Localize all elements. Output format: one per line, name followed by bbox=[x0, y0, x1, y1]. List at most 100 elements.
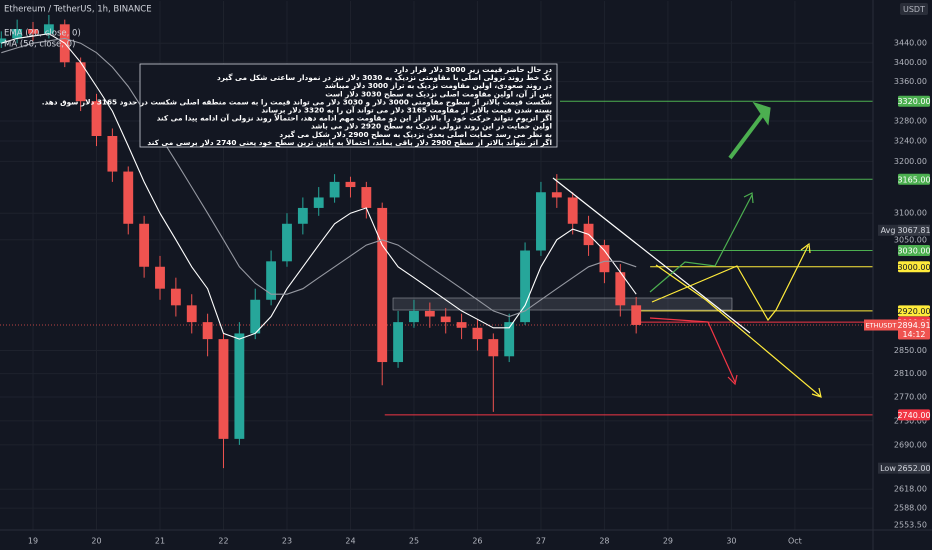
annotation-line: یک خط روند نزولی اصلی با مقاومتی نزدیک ب… bbox=[217, 73, 552, 82]
y-tick-label: 2850.00 bbox=[894, 346, 927, 355]
marker-label: 3067.81 bbox=[897, 226, 930, 235]
y-tick-label: 3240.00 bbox=[894, 137, 927, 146]
y-tick-label: 2730.00 bbox=[894, 416, 927, 425]
y-tick-label: 2553.50 bbox=[894, 521, 927, 530]
annotation-line: پس از آن، اولین مقاومت اصلی نزدیک به سطح… bbox=[325, 88, 552, 98]
y-tick-label: 3280.00 bbox=[894, 116, 927, 125]
candle-body bbox=[345, 181, 356, 188]
legend-entry: MA (50, close, 0) bbox=[4, 40, 75, 50]
candle-body bbox=[456, 322, 467, 328]
arrow bbox=[728, 112, 765, 160]
level-label: 2740.00 bbox=[897, 411, 930, 420]
candle-body bbox=[488, 339, 499, 357]
arrow bbox=[649, 317, 738, 386]
candle-body bbox=[504, 322, 515, 357]
annotation-line: اگر اتریوم نتواند حرکت خود را بالاتر از … bbox=[157, 113, 552, 123]
annotation-line: اگر اتر نتواند بالاتر از سطح 2900 دلار ب… bbox=[147, 137, 552, 147]
candle-body bbox=[186, 305, 197, 323]
x-tick-label: 27 bbox=[536, 537, 546, 546]
x-tick-label: 24 bbox=[345, 537, 355, 546]
candle-body bbox=[472, 327, 483, 340]
x-tick-label: 19 bbox=[28, 537, 38, 546]
price-tag bbox=[898, 319, 930, 340]
candle-body bbox=[91, 101, 102, 137]
annotation-line: در روند صعودی، اولین مقاومت نزدیک به ترا… bbox=[325, 81, 553, 90]
level-label: 2920.00 bbox=[897, 307, 930, 316]
candle-body bbox=[551, 192, 562, 198]
candle-body bbox=[361, 187, 372, 208]
y-tick-label: 2810.00 bbox=[894, 369, 927, 378]
marker-name: Avg bbox=[881, 226, 896, 235]
level-tag bbox=[898, 95, 930, 107]
level-tag bbox=[898, 173, 930, 185]
level-label: 3000.00 bbox=[897, 263, 930, 272]
annotation-line: به نظر می رسد حمایت اصلی بعدی نزدیک به س… bbox=[279, 130, 552, 139]
candle-body bbox=[615, 272, 626, 306]
candles bbox=[0, 14, 642, 469]
candle-body bbox=[250, 299, 261, 334]
x-tick-label: 25 bbox=[409, 537, 419, 546]
x-tick-label: 30 bbox=[726, 537, 736, 546]
axes: 3440.00 3400.00 3360.00 3280.00 3240.00 3200.… bbox=[28, 39, 931, 546]
level-tag bbox=[898, 409, 930, 421]
candle-body bbox=[424, 310, 435, 317]
currency-box bbox=[900, 3, 928, 15]
countdown: 14:12 bbox=[902, 330, 925, 339]
x-tick-label: 28 bbox=[599, 537, 609, 546]
candle-body bbox=[520, 250, 530, 323]
marker-tag bbox=[878, 462, 898, 474]
candle-body bbox=[155, 266, 165, 289]
symbol-label: ETHUSDT bbox=[866, 322, 897, 330]
indicator-lines bbox=[1, 33, 637, 340]
candle-body bbox=[123, 171, 134, 224]
annotation-line: بسته شدن قیمت بالاتر از مقاومت 3165 دلار… bbox=[261, 105, 552, 115]
annotation-line: اولین حمایت در این روند نزولی نزدیک به س… bbox=[311, 122, 552, 131]
price-axis bbox=[873, 0, 932, 550]
arrow bbox=[651, 242, 811, 322]
candle-body bbox=[631, 305, 642, 325]
arrow bbox=[649, 192, 754, 293]
candle-body bbox=[107, 136, 118, 172]
level-tag bbox=[898, 261, 930, 273]
marker-tag bbox=[878, 224, 898, 236]
level-tag bbox=[898, 305, 930, 317]
candle-body bbox=[409, 310, 419, 323]
y-tick-label: 3400.00 bbox=[894, 58, 927, 67]
x-tick-label: 22 bbox=[218, 537, 228, 546]
price-label: 2894.91 bbox=[897, 321, 930, 330]
currency: USDT bbox=[903, 5, 925, 14]
level-label: 3165.00 bbox=[897, 175, 930, 184]
candle-body bbox=[75, 62, 86, 102]
candle-body bbox=[313, 197, 324, 208]
candle-body bbox=[329, 181, 340, 198]
level-label: 3320.00 bbox=[897, 97, 930, 106]
candle-body bbox=[218, 339, 229, 439]
candle-body bbox=[536, 192, 546, 251]
candle-body bbox=[567, 197, 578, 224]
indicator-line bbox=[1, 37, 637, 318]
y-tick-label: 3440.00 bbox=[894, 39, 927, 48]
marker-box bbox=[898, 462, 930, 474]
annotation-frame bbox=[139, 63, 558, 148]
candle-body bbox=[266, 261, 277, 300]
annotation-text: در حال حاضر قیمت زیر 3000 دلار قرار دارد… bbox=[42, 65, 553, 147]
x-tick-label: 26 bbox=[472, 537, 482, 546]
candle-body bbox=[599, 245, 610, 273]
annotation-line: در حال حاضر قیمت زیر 3000 دلار قرار دارد bbox=[394, 65, 552, 74]
candle-body bbox=[393, 322, 404, 363]
marker-name: Low bbox=[880, 464, 896, 473]
level-label: 3030.00 bbox=[897, 247, 930, 256]
drawings bbox=[552, 101, 822, 398]
y-tick-label: 2690.00 bbox=[894, 440, 927, 449]
levels bbox=[0, 100, 873, 416]
y-tick-label: 3100.00 bbox=[894, 209, 927, 218]
x-tick-label: 29 bbox=[663, 537, 673, 546]
indicator-line bbox=[1, 33, 637, 340]
candle-body bbox=[440, 316, 451, 323]
y-tick-label: 3360.00 bbox=[894, 77, 927, 86]
level-tag bbox=[898, 245, 930, 257]
x-tick-label: 23 bbox=[282, 537, 292, 546]
y-tick-label: 3200.00 bbox=[894, 157, 927, 166]
trend-line bbox=[552, 177, 751, 334]
